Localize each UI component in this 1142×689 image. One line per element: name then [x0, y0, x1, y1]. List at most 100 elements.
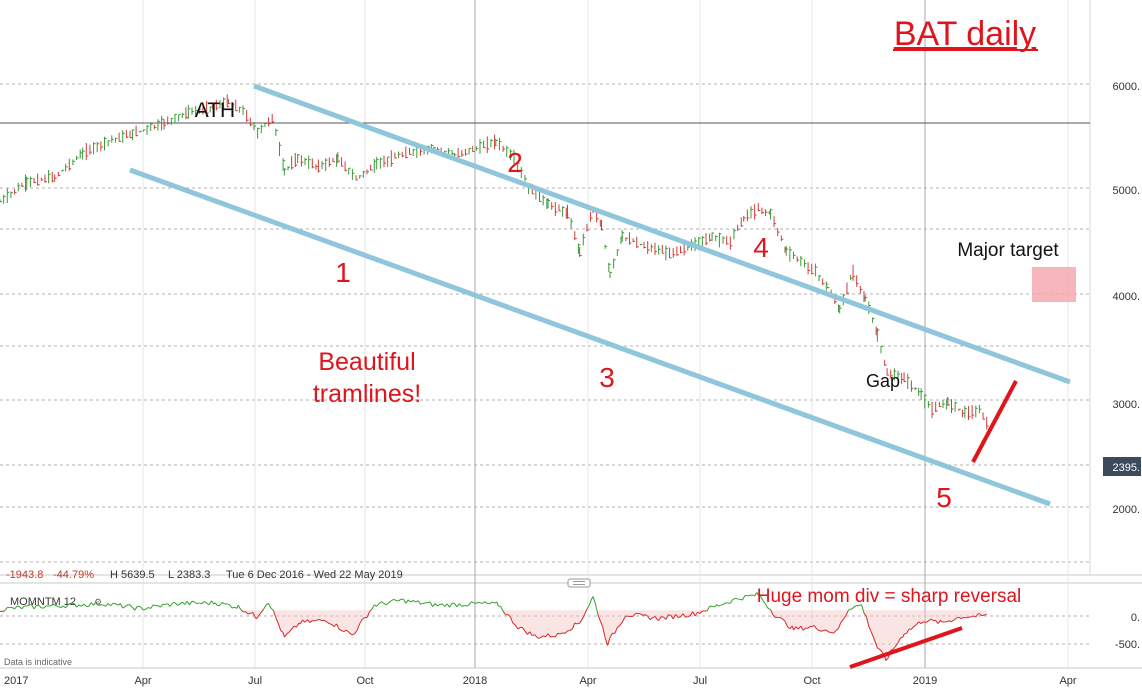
momentum-negative-fill: [569, 610, 573, 631]
momentum-segment: [502, 610, 506, 616]
momentum-segment: [83, 603, 87, 607]
momentum-segment: [682, 613, 686, 618]
momentum-segment: [877, 647, 881, 650]
momentum-segment: [632, 613, 636, 617]
momentum-segment: [538, 637, 541, 639]
momentum-negative-fill: [312, 610, 315, 621]
momentum-segment: [762, 600, 766, 605]
momentum-negative-fill: [275, 610, 279, 624]
gridlines: [0, 0, 1142, 669]
momentum-negative-fill: [362, 610, 365, 620]
momentum-segment: [900, 636, 904, 639]
momentum-segment: [374, 604, 377, 607]
momentum-negative-fill: [933, 610, 936, 621]
momentum-segment: [599, 620, 604, 627]
momentum-negative-fill: [515, 610, 518, 629]
momentum-segment: [2, 610, 6, 613]
momentum-segment: [95, 601, 99, 606]
momentum-segment: [920, 621, 924, 624]
momentum-segment: [258, 612, 262, 616]
price-tick: 2000.: [1112, 504, 1140, 516]
momentum-negative-fill: [522, 610, 525, 632]
momentum-segment: [714, 604, 718, 608]
momentum-segment: [132, 607, 136, 611]
momentum-negative-fill: [647, 610, 651, 620]
momentum-negative-fill: [877, 610, 880, 650]
momentum-segment: [439, 603, 443, 605]
momentum-segment: [903, 632, 907, 635]
momentum-segment: [640, 613, 644, 616]
momentum-segment: [557, 632, 561, 635]
momentum-segment: [33, 605, 37, 610]
settings-gear-icon[interactable]: ⚙: [94, 597, 102, 607]
momentum-segment: [378, 601, 382, 604]
momentum-negative-fill: [668, 610, 671, 616]
momentum-segment: [280, 630, 284, 633]
momentum-segment: [545, 633, 549, 638]
momentum-negative-fill: [935, 610, 939, 624]
momentum-segment: [614, 627, 618, 634]
momentum-segment: [119, 603, 124, 609]
time-tick: 2018: [463, 675, 487, 687]
momentum-segment: [574, 622, 578, 625]
momentum-segment: [356, 623, 361, 631]
momentum-segment: [157, 605, 161, 608]
momentum-segment: [348, 631, 352, 635]
momentum-negative-fill: [324, 610, 327, 623]
momentum-segment: [484, 601, 488, 605]
momentum-negative-fill: [944, 610, 947, 623]
momentum-segment: [268, 603, 272, 609]
momentum-negative-fill: [331, 610, 335, 627]
price-tick: 4000.: [1112, 291, 1140, 303]
momentum-segment: [214, 602, 218, 606]
momentum-segment: [895, 642, 899, 647]
momentum-segment: [911, 626, 915, 630]
momentum-segment: [196, 602, 200, 605]
momentum-negative-fill: [614, 610, 618, 634]
momentum-segment: [616, 625, 621, 628]
momentum-negative-fill: [795, 610, 799, 630]
momentum-segment: [265, 602, 269, 606]
momentum-segment: [675, 614, 679, 618]
momentum-segment: [194, 601, 198, 605]
momentum-negative-fill: [882, 610, 885, 657]
momentum-negative-fill: [819, 610, 822, 632]
momentum-segment: [422, 602, 426, 604]
momentum-segment: [115, 603, 119, 606]
momentum-segment: [739, 598, 743, 601]
momentum-segment: [532, 634, 535, 637]
momentum-segment: [588, 598, 593, 606]
momentum-segment: [369, 608, 373, 613]
momentum-segment: [892, 645, 896, 650]
momentum-segment: [482, 601, 486, 604]
momentum-segment: [240, 608, 244, 613]
pane-resize-handle[interactable]: [567, 578, 591, 588]
momentum-negative-fill: [923, 610, 926, 623]
momentum-segment: [169, 602, 173, 607]
momentum-negative-fill: [902, 610, 905, 638]
momentum-negative-fill: [918, 610, 922, 624]
momentum-segment: [517, 627, 521, 630]
momentum-segment: [720, 604, 724, 606]
momentum-negative-fill: [510, 610, 513, 624]
momentum-segment: [906, 628, 910, 634]
momentum-negative-fill: [831, 610, 834, 634]
momentum-negative-fill: [286, 610, 290, 634]
momentum-segment: [810, 625, 812, 628]
momentum-segment: [143, 608, 146, 611]
price-axis: 6000. 5000. 4000. 3000. 2000. 2395.: [1103, 81, 1141, 516]
momentum-segment: [208, 600, 212, 605]
momentum-negative-fill: [951, 610, 954, 622]
momentum-segment: [828, 631, 832, 634]
momentum-negative-fill: [628, 610, 631, 617]
momentum-segment: [26, 604, 30, 607]
momentum-negative-fill: [607, 610, 611, 646]
momentum-segment: [918, 621, 922, 624]
time-tick: Oct: [356, 675, 373, 687]
reversal-projection-line: [971, 380, 1018, 463]
momentum-segment: [973, 615, 976, 618]
momentum-segment: [145, 607, 149, 610]
momentum-segment: [791, 625, 794, 631]
momentum-negative-fill: [562, 610, 566, 634]
momentum-negative-fill: [341, 610, 344, 632]
